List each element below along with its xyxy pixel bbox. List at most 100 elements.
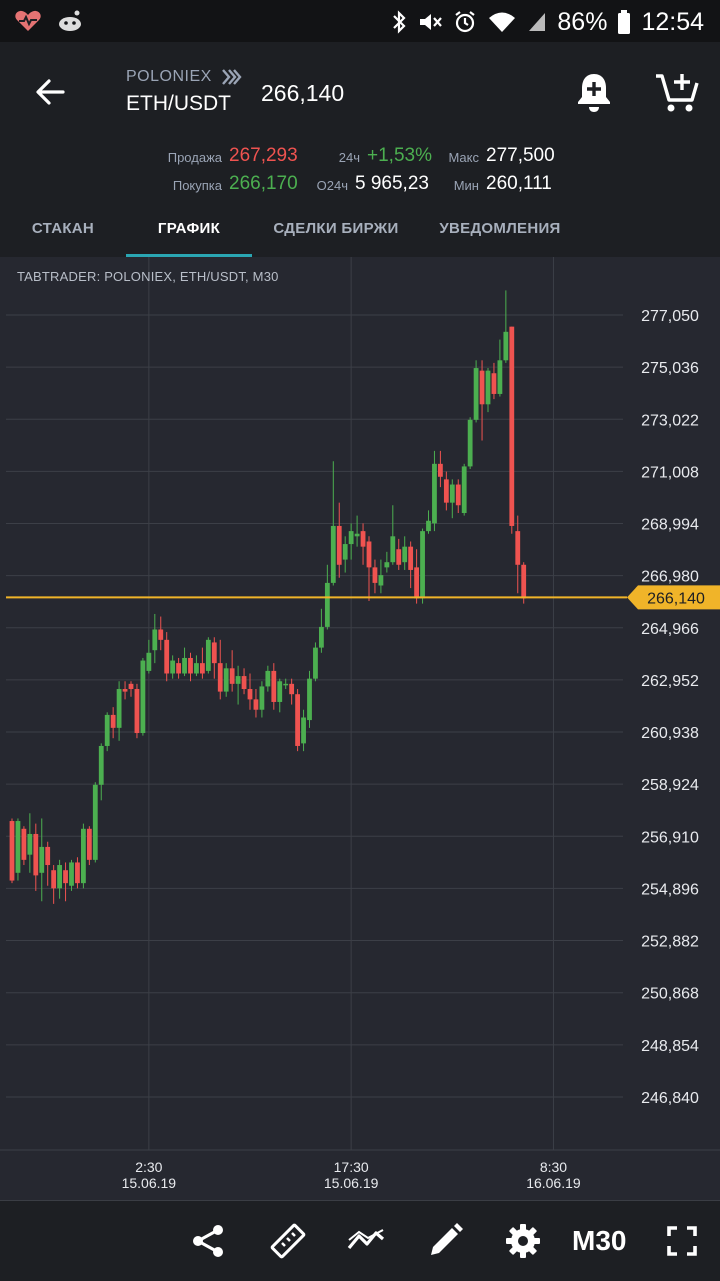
- share-icon[interactable]: [188, 1221, 228, 1261]
- candle: [104, 712, 110, 752]
- y-tick-label: 275,036: [641, 360, 699, 377]
- volume-value: 5 965,23: [355, 173, 429, 194]
- y-tick-label: 246,840: [641, 1090, 699, 1107]
- candle-body: [455, 484, 461, 506]
- volume-label: О24ч: [316, 178, 348, 193]
- candle-body: [15, 821, 21, 873]
- candle: [342, 536, 348, 573]
- y-tick-label: 277,050: [641, 308, 699, 325]
- candle-body: [366, 541, 372, 568]
- candle-body: [509, 326, 515, 526]
- candle: [63, 862, 68, 902]
- candle: [354, 515, 360, 547]
- price-chart[interactable]: TABTRADER: POLONIEX, ETH/USDT, M30 277,0…: [0, 257, 720, 1200]
- candle: [384, 551, 390, 573]
- candle: [229, 650, 235, 692]
- candle-body: [402, 546, 408, 563]
- candle: [443, 471, 449, 511]
- candle-body: [384, 562, 390, 568]
- candle-body: [176, 663, 181, 674]
- candle: [420, 528, 425, 604]
- y-tick-label: 264,966: [641, 621, 699, 638]
- timeframe-button[interactable]: M30: [572, 1225, 627, 1256]
- x-tick-date: 15.06.19: [122, 1175, 177, 1191]
- candle-body: [110, 714, 116, 728]
- bluetooth-icon: [393, 10, 406, 34]
- candle: [81, 823, 86, 889]
- candle: [438, 450, 443, 488]
- add-alert-bell-icon[interactable]: [572, 70, 616, 114]
- candle-body: [271, 670, 277, 702]
- candle-body: [134, 689, 140, 734]
- indicators-icon[interactable]: [346, 1221, 386, 1261]
- tab-bar: СТАКАН ГРАФИК СДЕЛКИ БИРЖИ УВЕДОМЛЕНИЯ: [0, 208, 720, 257]
- candle-body: [307, 678, 312, 721]
- candle-body: [200, 663, 205, 674]
- candle-body: [235, 676, 241, 684]
- candle: [15, 818, 21, 881]
- candle: [134, 683, 140, 739]
- candle-body: [182, 657, 187, 674]
- candle-body: [217, 663, 223, 692]
- candle-body: [63, 870, 68, 884]
- candle-body: [104, 714, 110, 746]
- candle-body: [253, 699, 259, 710]
- candle-body: [170, 660, 176, 674]
- candle-body: [515, 531, 521, 565]
- ruler-icon[interactable]: [268, 1221, 308, 1261]
- x-tick-date: 16.06.19: [526, 1175, 581, 1191]
- tab-alerts[interactable]: УВЕДОМЛЕНИЯ: [439, 220, 561, 237]
- candle: [277, 678, 283, 713]
- candle-body: [414, 567, 419, 599]
- fullscreen-icon[interactable]: [662, 1221, 702, 1261]
- candle-body: [378, 575, 384, 586]
- tab-trades[interactable]: СДЕЛКИ БИРЖИ: [273, 220, 399, 237]
- candle: [372, 559, 378, 594]
- market-header: POLONIEX ETH/USDT 266,140 Продажа 267,29…: [0, 42, 720, 257]
- y-tick-label: 254,896: [641, 881, 699, 898]
- y-tick-label: 262,952: [641, 673, 699, 690]
- settings-gear-icon[interactable]: [503, 1221, 543, 1261]
- candle-body: [473, 368, 479, 420]
- candle-body: [205, 639, 211, 671]
- wifi-icon: [489, 12, 516, 32]
- candlestick-chart[interactable]: 277,050 275,036 273,022 271,008 268,994 266,9…: [0, 257, 720, 1200]
- back-arrow-icon[interactable]: [30, 72, 70, 112]
- sell-label: Продажа: [167, 150, 222, 165]
- heart-pulse-icon: [15, 10, 41, 31]
- add-to-cart-icon[interactable]: [654, 70, 700, 114]
- candle: [205, 637, 211, 674]
- candle: [253, 689, 259, 718]
- candle-body: [324, 582, 330, 627]
- bottom-toolbar: M30: [0, 1200, 720, 1281]
- candle: [378, 559, 384, 594]
- pencil-draw-icon[interactable]: [425, 1221, 465, 1261]
- candle: [390, 505, 396, 565]
- candle-body: [92, 784, 98, 860]
- tab-order-book[interactable]: СТАКАН: [31, 220, 95, 237]
- candle-body: [259, 686, 265, 710]
- candle: [491, 362, 497, 400]
- candle-body: [289, 683, 295, 695]
- candle: [259, 681, 265, 718]
- candle-body: [497, 360, 503, 394]
- candle: [283, 678, 289, 690]
- change-label: 24ч: [338, 150, 360, 165]
- candle: [307, 670, 312, 728]
- y-tick-label: 260,938: [641, 725, 699, 742]
- candle-body: [158, 629, 164, 640]
- tab-chart[interactable]: ГРАФИК: [126, 208, 252, 257]
- candle-body: [396, 549, 402, 565]
- candle: [461, 463, 467, 516]
- candle: [217, 639, 223, 700]
- candle-body: [319, 626, 324, 648]
- candle-body: [348, 531, 354, 545]
- candle-body: [247, 689, 253, 700]
- battery-percent: 86%: [557, 7, 608, 36]
- y-tick-label: 252,882: [641, 934, 699, 951]
- candle: [158, 616, 164, 651]
- candle-body: [449, 484, 455, 503]
- y-tick-label: 258,924: [641, 777, 699, 794]
- candle: [92, 782, 98, 863]
- candle: [170, 655, 176, 679]
